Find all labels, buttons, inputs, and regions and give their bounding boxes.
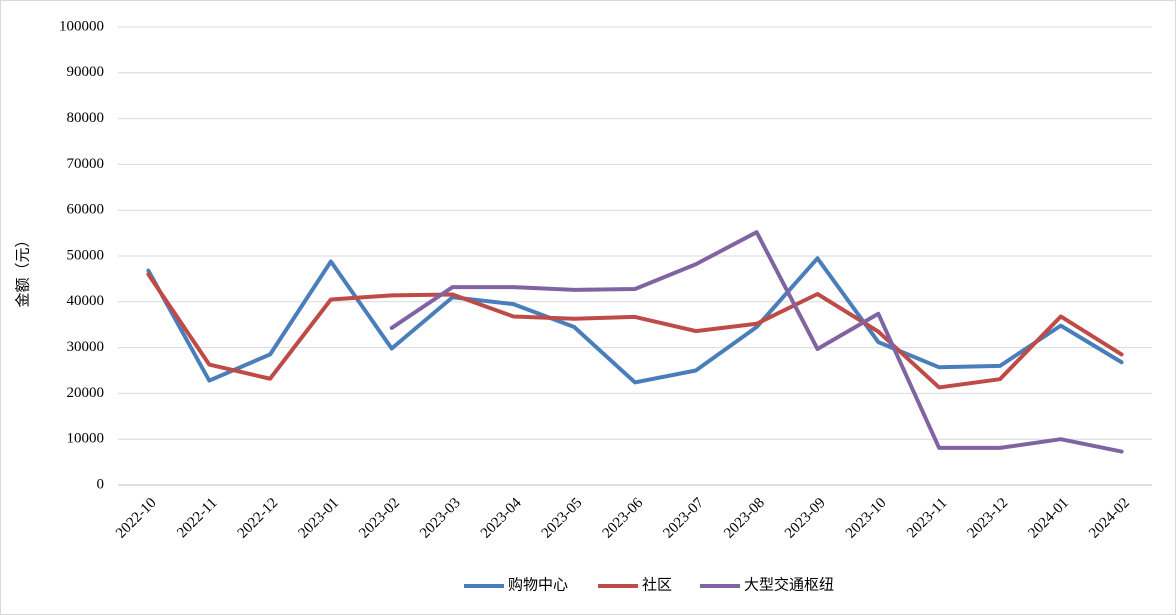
y-tick-label: 20000 — [67, 385, 105, 401]
legend-label: 大型交通枢纽 — [744, 575, 834, 593]
legend-label: 社区 — [642, 576, 672, 593]
y-tick-label: 0 — [97, 476, 105, 492]
legend-label: 购物中心 — [508, 576, 568, 593]
y-tick-label: 60000 — [67, 202, 105, 218]
y-tick-label: 80000 — [67, 110, 105, 126]
y-tick-label: 50000 — [67, 247, 105, 263]
y-tick-label: 70000 — [67, 156, 105, 172]
y-tick-label: 30000 — [67, 339, 105, 355]
line — [146, 256, 1124, 385]
line — [146, 272, 1124, 390]
y-axis-label: 金额（元） — [14, 232, 31, 307]
y-tick-label: 90000 — [67, 64, 105, 80]
line — [389, 230, 1124, 454]
y-tick-label: 100000 — [59, 18, 104, 34]
y-tick-label: 40000 — [67, 293, 105, 309]
y-tick-label: 10000 — [67, 431, 105, 447]
